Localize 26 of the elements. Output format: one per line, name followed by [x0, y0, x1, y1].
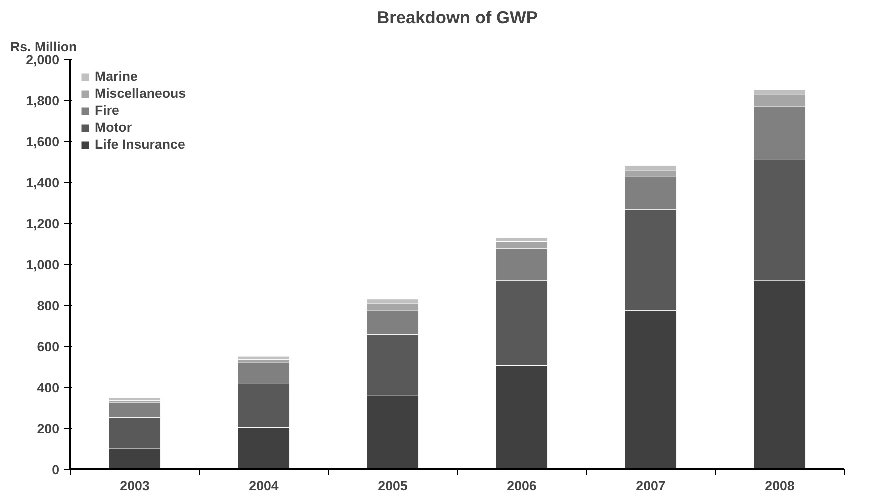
y-tick-label: 1,600: [26, 134, 60, 150]
x-tick-label: 2006: [507, 478, 537, 494]
legend-label: Motor: [95, 120, 132, 135]
y-tick-label: 2,000: [26, 52, 60, 68]
legend-label: Fire: [95, 103, 120, 118]
y-tick-label: 1,200: [26, 216, 60, 232]
y-tick-label: 800: [37, 298, 60, 314]
y-tick-label: 1,400: [26, 176, 60, 190]
y-tick-label: 1,800: [26, 94, 60, 108]
bar: [108, 398, 162, 402]
y-tick-label: 400: [37, 380, 60, 396]
x-tick-label: 2007: [636, 478, 666, 494]
legend-label: Marine: [95, 69, 138, 84]
x-tick-label: 2003: [120, 478, 150, 494]
legend-label: Miscellaneous: [95, 86, 186, 101]
y-axis-title: Rs. Million: [10, 40, 78, 54]
x-tick-label: 2008: [765, 478, 795, 494]
y-tick-label: 1,000: [26, 258, 60, 272]
y-tick-label: 200: [37, 422, 60, 436]
y-tick-label: 600: [37, 340, 60, 354]
x-tick-label: 2005: [378, 478, 408, 494]
chart-title: Breakdown of GWP: [377, 8, 538, 28]
legend-label: Life Insurance: [95, 137, 186, 152]
x-tick-label: 2004: [249, 478, 280, 494]
y-tick-label: 0: [52, 462, 60, 478]
bar: [238, 356, 290, 360]
